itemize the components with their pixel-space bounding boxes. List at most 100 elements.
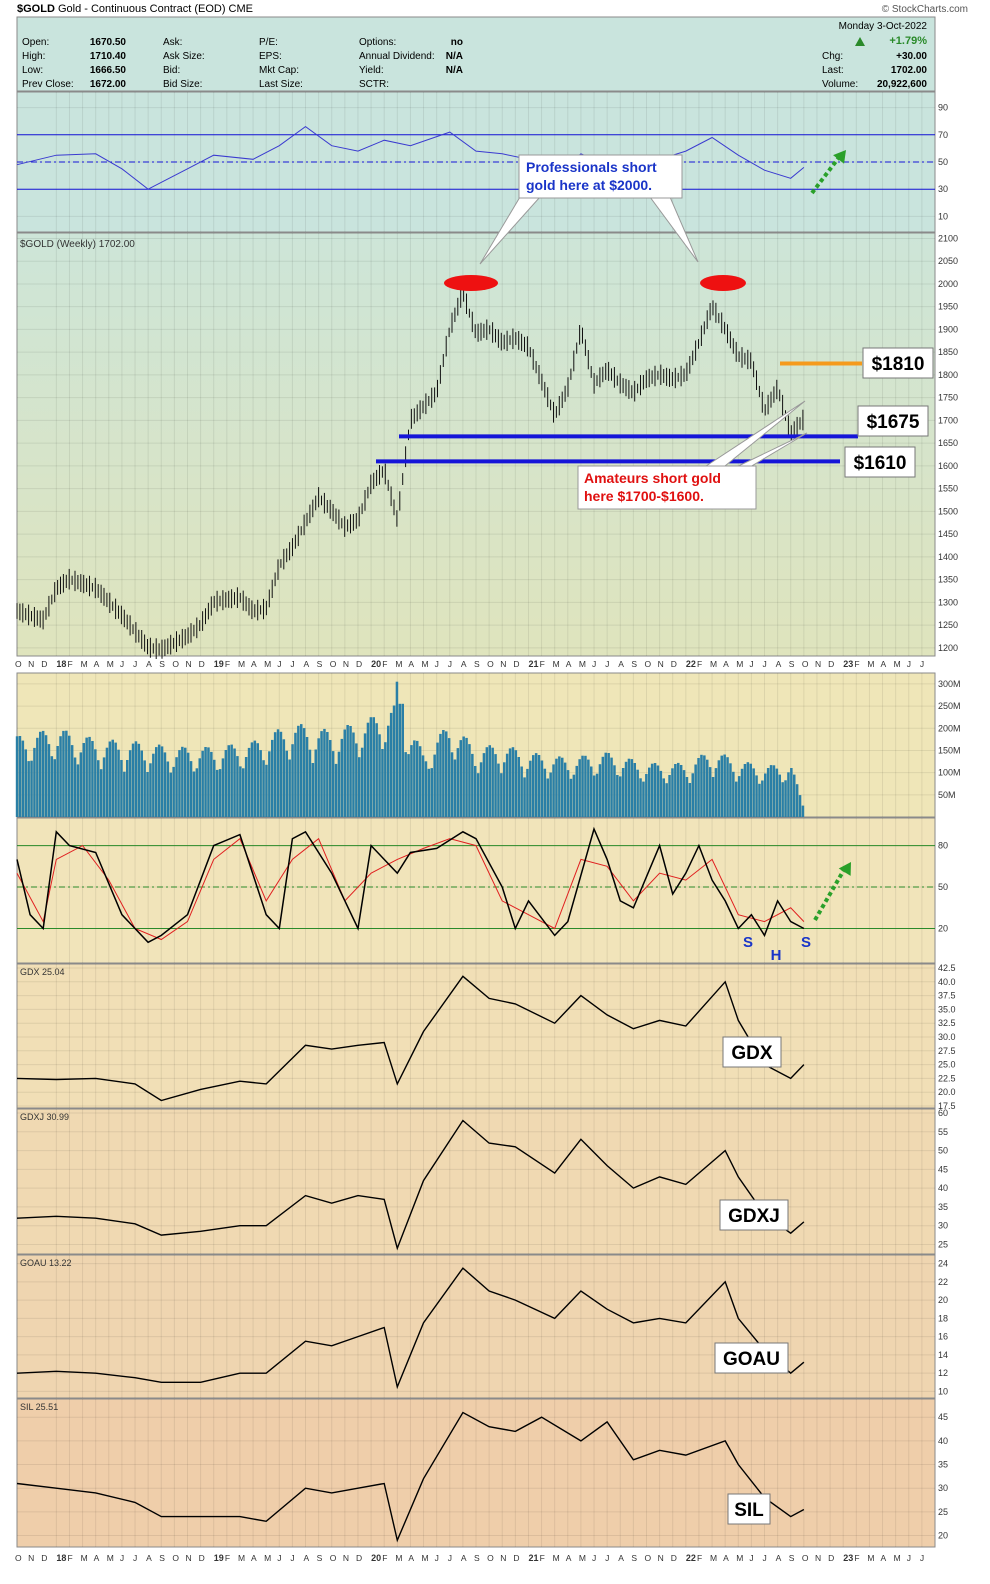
quote-label: Chg: xyxy=(822,51,843,62)
volume-bar xyxy=(30,760,33,817)
volume-bar xyxy=(708,767,712,817)
volume-bar xyxy=(784,780,787,817)
volume-bar xyxy=(102,757,106,817)
x-axis-top-label: N xyxy=(500,659,506,669)
callout-amateurs-box xyxy=(577,465,757,510)
x-axis-top-label: A xyxy=(251,659,257,669)
x-axis-bottom-label: 18 xyxy=(56,1553,66,1563)
volume-bar xyxy=(73,757,77,817)
volume-bar xyxy=(659,770,663,817)
volume-bar xyxy=(529,760,532,817)
volume-bar xyxy=(50,756,54,817)
price-tick-label: 1750 xyxy=(938,393,958,403)
x-axis-bottom-label: M xyxy=(107,1553,114,1563)
price-tick-label: 2100 xyxy=(938,233,958,243)
x-axis-bottom-label: D xyxy=(356,1553,362,1563)
volume-bar xyxy=(601,756,605,817)
x-axis-top-label: J xyxy=(907,659,911,669)
stochastic-tick-label: 20 xyxy=(938,923,948,933)
volume-bar xyxy=(793,774,796,817)
x-axis-top-label: N xyxy=(815,659,821,669)
volume-bar xyxy=(630,759,634,817)
volume-bar xyxy=(218,769,222,817)
volume-bar xyxy=(726,757,729,817)
volume-bar xyxy=(346,725,349,817)
callout-professionals-line2: gold here at $2000. xyxy=(526,177,652,193)
volume-bar xyxy=(76,764,80,817)
x-axis-bottom-label: J xyxy=(749,1553,753,1563)
volume-bar xyxy=(134,741,138,817)
volume-bar xyxy=(369,717,373,817)
up-arrow-icon xyxy=(855,37,865,46)
gdx-tick-label: 42.5 xyxy=(938,963,956,973)
volume-bar xyxy=(320,731,323,817)
volume-bar xyxy=(169,772,172,817)
volume-bar xyxy=(82,743,85,817)
x-axis-bottom-label: F xyxy=(540,1553,545,1563)
callout-professionals-line1: Professionals short xyxy=(526,159,657,175)
volume-bar xyxy=(358,757,361,817)
volume-bar xyxy=(442,730,445,817)
volume-bar xyxy=(300,724,303,817)
volume-bar xyxy=(563,762,567,817)
quote-label: Options: xyxy=(359,37,396,48)
volume-bar xyxy=(413,740,416,817)
volume-bar xyxy=(349,726,352,817)
volume-bar xyxy=(758,783,761,817)
rsi-line xyxy=(16,125,805,190)
volume-bar xyxy=(746,762,750,817)
volume-bar xyxy=(291,744,294,817)
volume-bar xyxy=(639,778,642,817)
volume-bar xyxy=(213,759,216,817)
volume-bar xyxy=(305,737,309,817)
x-axis-bottom-label: D xyxy=(513,1553,519,1563)
x-axis-top-label: D xyxy=(513,659,519,669)
goau-tag-box xyxy=(714,1342,789,1374)
head-shoulders-right-label: S xyxy=(801,934,811,951)
goau-tick-label: 10 xyxy=(938,1386,948,1396)
x-axis-bottom-label: 23 xyxy=(843,1553,853,1563)
x-axis-top-label: J xyxy=(920,659,924,669)
volume-bar xyxy=(575,765,578,817)
x-axis-top-label: J xyxy=(290,659,294,669)
x-axis-top-label: O xyxy=(644,659,651,669)
sil-line xyxy=(16,1411,805,1543)
volume-bar xyxy=(581,755,584,817)
price-tick-label: 1850 xyxy=(938,347,958,357)
volume-bar xyxy=(578,759,581,817)
quote-label: SCTR: xyxy=(359,79,389,90)
x-axis-bottom-label: O xyxy=(487,1553,494,1563)
volume-tick-label: 150M xyxy=(938,745,961,755)
volume-bar xyxy=(355,743,358,817)
volume-bar xyxy=(331,751,335,817)
x-axis-bottom-label: J xyxy=(290,1553,294,1563)
volume-bar xyxy=(352,732,355,817)
volume-bar xyxy=(604,752,607,817)
x-axis-bottom-label: M xyxy=(395,1553,402,1563)
volume-bar xyxy=(668,775,671,817)
x-axis-top-label: 19 xyxy=(214,659,224,669)
quote-label: Ask Size: xyxy=(163,51,205,62)
volume-bar xyxy=(288,759,291,817)
volume-bar xyxy=(711,777,715,817)
volume-bar xyxy=(775,768,779,817)
sil-tick-label: 30 xyxy=(938,1483,948,1493)
volume-bar xyxy=(732,771,735,817)
quote-value: 1666.50 xyxy=(90,65,127,76)
volume-tick-label: 250M xyxy=(938,701,961,711)
volume-bar xyxy=(665,783,668,817)
sil-tick-label: 40 xyxy=(938,1436,948,1446)
x-axis-bottom-label: A xyxy=(251,1553,257,1563)
volume-bar xyxy=(343,729,346,817)
quote-label: Yield: xyxy=(359,65,384,76)
price-tick-label: 1400 xyxy=(938,552,958,562)
x-axis-top-label: A xyxy=(304,659,310,669)
volume-bar xyxy=(395,681,399,817)
x-axis-top-label: A xyxy=(146,659,152,669)
x-axis-top-label: A xyxy=(408,659,414,669)
x-axis-top-label: A xyxy=(776,659,782,669)
volume-bar xyxy=(65,730,68,817)
volume-bar xyxy=(691,773,694,817)
sil-tick-label: 35 xyxy=(938,1460,948,1470)
price-tick-label: 1300 xyxy=(938,597,958,607)
